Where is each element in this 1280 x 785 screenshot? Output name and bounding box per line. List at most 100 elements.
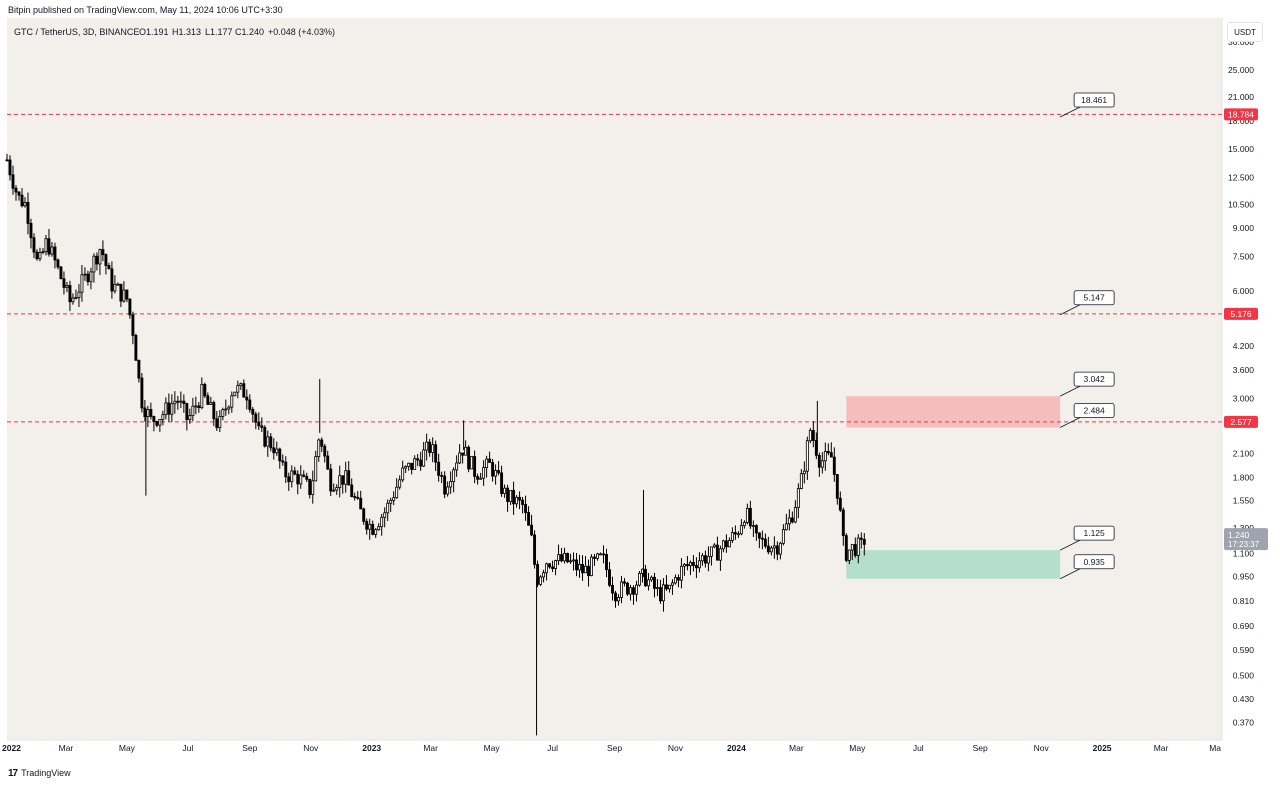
candle — [838, 491, 842, 513]
candle-body-up — [515, 496, 519, 505]
candle — [209, 397, 213, 405]
candle-body-up — [65, 285, 69, 288]
candle — [59, 266, 63, 280]
candle — [608, 561, 611, 588]
candle-body-up — [92, 255, 96, 273]
candle-body-down — [766, 545, 770, 553]
candle-body-up — [599, 553, 602, 556]
candle-body-up — [650, 576, 653, 581]
candle-body-down — [182, 400, 186, 404]
candle — [299, 465, 303, 489]
candle-body-down — [575, 559, 578, 571]
candle — [128, 298, 132, 319]
callout-box — [1073, 403, 1115, 418]
x-tick-label: Nov — [1034, 743, 1050, 753]
candle — [584, 556, 587, 574]
candle — [856, 534, 860, 564]
candle-body-up — [470, 456, 474, 470]
candle — [802, 461, 806, 484]
candle-body-down — [302, 474, 306, 477]
candle-body-up — [697, 560, 701, 569]
candle-body-down — [155, 421, 159, 426]
candle — [140, 372, 144, 413]
candle — [29, 218, 33, 249]
candle — [272, 438, 276, 460]
candle — [185, 402, 189, 431]
candle-body-up — [266, 436, 270, 447]
candle — [284, 456, 288, 484]
candle — [278, 447, 282, 469]
candle-body-down — [35, 251, 39, 260]
x-tick-label: 2023 — [362, 743, 381, 753]
y-tick-label: 21.000 — [1228, 92, 1254, 102]
candle-body-up — [856, 537, 860, 556]
candle — [257, 412, 261, 431]
candle-body-up — [158, 418, 162, 426]
candle-body-up — [671, 582, 674, 586]
candle-body-up — [407, 462, 411, 467]
last-price-badge-bg — [1224, 528, 1268, 551]
candle — [572, 552, 575, 571]
candle — [650, 575, 653, 582]
candle-body-up — [71, 297, 75, 303]
candle-body-up — [545, 563, 549, 574]
candle — [164, 397, 168, 420]
level-badge-label: 5.176 — [1230, 309, 1252, 319]
currency-unit-button[interactable]: USDT — [1227, 22, 1263, 42]
candle-body-up — [386, 502, 390, 514]
candle-body-down — [206, 395, 210, 405]
candle-body-up — [170, 403, 174, 415]
candle-body-up — [479, 477, 483, 480]
x-tick-label: Ma — [1209, 743, 1221, 753]
candle — [715, 536, 719, 561]
candle-body-down — [260, 425, 264, 428]
candle — [368, 518, 372, 540]
candle — [832, 447, 836, 482]
candle — [449, 471, 453, 494]
callout-pointer — [1059, 539, 1081, 551]
price-callout: 3.042 — [1059, 371, 1115, 397]
candle-body-down — [608, 569, 611, 586]
candle-body-down — [128, 298, 132, 316]
candle-body-up — [796, 488, 800, 508]
candle — [569, 553, 572, 564]
candle-body-up — [335, 487, 339, 491]
x-axis-ticks: 2022 Mar May Jul Sep Nov 2023 Mar May Jul Sep Nov 20… — [2, 743, 1221, 753]
candle-body-down — [748, 507, 752, 527]
candle-body-down — [5, 159, 9, 162]
candle — [718, 545, 722, 571]
x-tick-label: Mar — [1154, 743, 1169, 753]
candle — [470, 456, 474, 470]
candle-body-down — [269, 436, 273, 449]
candle-body-up — [674, 577, 677, 584]
candle-body-up — [161, 414, 165, 420]
candle-body-up — [557, 554, 560, 562]
candle — [119, 283, 123, 308]
candle — [620, 575, 623, 604]
candle — [248, 394, 252, 413]
price-axis — [1222, 18, 1280, 740]
candle-body-up — [344, 470, 348, 485]
candle-body-up — [89, 271, 93, 283]
candle — [530, 514, 534, 537]
candle — [596, 552, 599, 561]
candle — [371, 520, 375, 536]
candle — [389, 497, 393, 512]
candle — [685, 556, 689, 571]
candle — [80, 265, 84, 302]
level-badge: 2.577 — [1224, 415, 1258, 428]
candle-body-down — [248, 399, 252, 410]
candle-body-down — [242, 383, 246, 398]
candle — [671, 579, 674, 595]
candle — [775, 541, 779, 561]
candle — [709, 546, 713, 566]
candle — [751, 520, 755, 537]
candle — [8, 155, 12, 181]
candle — [778, 541, 782, 560]
candle — [167, 393, 171, 422]
candle-body-down — [59, 266, 63, 280]
candle-body-up — [230, 395, 234, 408]
candle — [748, 500, 752, 529]
candle-body-up — [404, 465, 408, 469]
